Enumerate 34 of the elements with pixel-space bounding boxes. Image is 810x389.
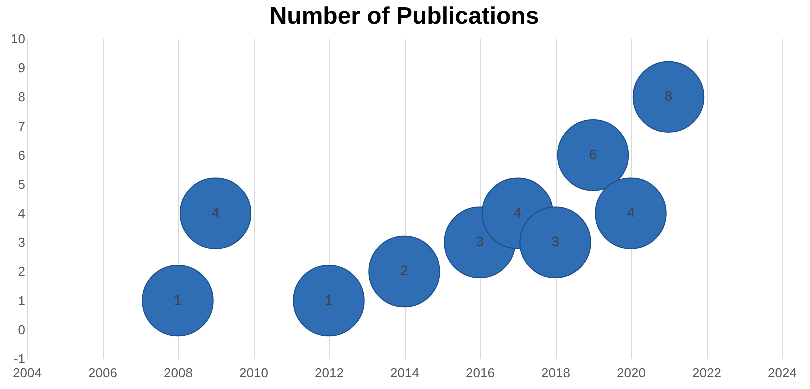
data-label: 1 — [174, 292, 182, 308]
x-tick-label: 2024 — [768, 366, 797, 380]
x-tick-label: 2018 — [542, 366, 570, 380]
x-tick-label: 2016 — [466, 366, 495, 380]
x-tick-label: 2006 — [88, 366, 118, 380]
data-label: 3 — [552, 234, 560, 250]
x-tick-label: 2004 — [13, 366, 42, 380]
y-tick-label: 4 — [18, 206, 26, 222]
data-label: 8 — [664, 88, 673, 104]
x-tick-label: 2022 — [692, 366, 722, 380]
y-tick-label: 7 — [18, 118, 26, 134]
x-tick-label: 2008 — [164, 366, 193, 380]
chart-title: Number of Publications — [270, 3, 540, 30]
data-label: 4 — [627, 204, 636, 221]
x-tick-label: 2012 — [315, 366, 344, 380]
y-tick-label: 3 — [18, 235, 26, 250]
data-label: 1 — [325, 292, 334, 308]
data-label: 3 — [476, 234, 484, 250]
y-tick-label: 2 — [18, 264, 26, 280]
x-tick-label: 2014 — [390, 366, 420, 380]
y-tick-label: 9 — [18, 60, 26, 76]
data-label: 4 — [212, 204, 220, 221]
y-tick-label: 0 — [18, 322, 26, 338]
y-tick-label: 1 — [18, 293, 26, 308]
x-tick-label: 2020 — [617, 366, 646, 380]
data-label: 2 — [400, 262, 409, 279]
y-tick-label: 10 — [11, 32, 26, 46]
y-tick-label: 8 — [18, 90, 26, 105]
y-tick-label: 5 — [18, 176, 26, 192]
x-tick-label: 2010 — [240, 366, 268, 380]
data-label: 4 — [514, 204, 522, 221]
y-tick-label: -1 — [14, 352, 26, 366]
y-tick-label: 6 — [18, 148, 26, 163]
data-label: 6 — [589, 146, 598, 162]
